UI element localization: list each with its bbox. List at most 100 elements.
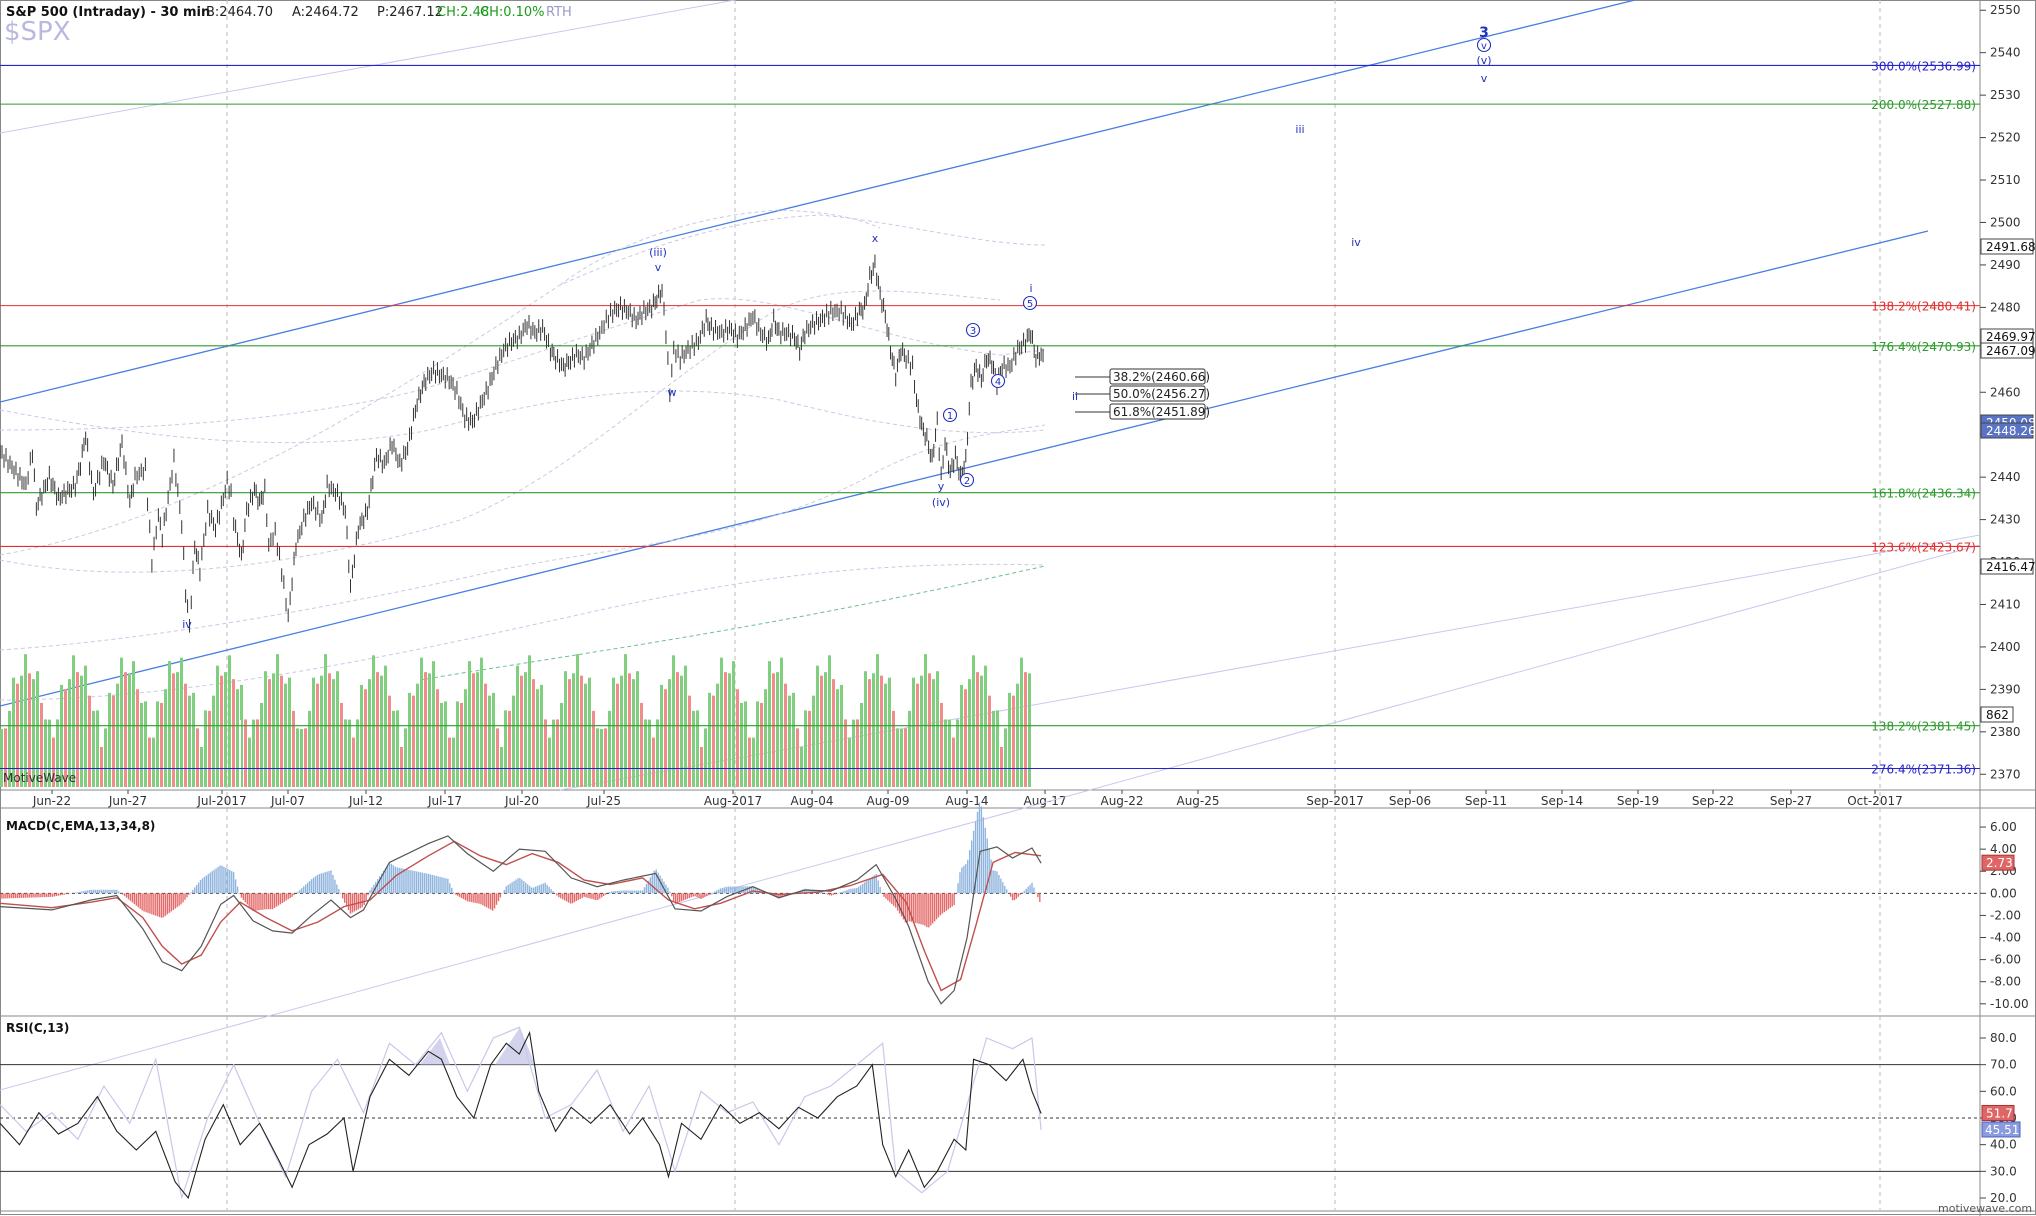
wave-label: v xyxy=(655,261,662,274)
volume-bar xyxy=(240,684,243,787)
price-axis-label: 2390 xyxy=(1990,682,2021,696)
volume-bar xyxy=(276,654,279,787)
retracement-label: 61.8%(2451.89) xyxy=(1113,405,1210,419)
volume-bar xyxy=(752,737,755,787)
volume-bar xyxy=(884,683,887,787)
volume-bar xyxy=(960,684,963,787)
change-pct-value: CH:0.10% xyxy=(480,5,545,20)
volume-bar xyxy=(720,657,723,787)
price-tag-label: 2491.68 xyxy=(1986,240,2036,254)
volume-bar xyxy=(180,657,183,787)
wave-label: w xyxy=(668,386,677,399)
volume-bar xyxy=(592,710,595,787)
price-axis-label: 2480 xyxy=(1990,300,2021,314)
volume-bar xyxy=(160,702,163,787)
moving-average-curve xyxy=(0,424,1046,651)
volume-bar xyxy=(332,679,335,787)
wave-label: 5 xyxy=(1027,299,1033,310)
rsi-title: RSI(C,13) xyxy=(6,1021,69,1035)
volume-bar xyxy=(780,657,783,787)
date-axis-label: Jul-17 xyxy=(427,794,462,808)
change-value: CH:2.48 xyxy=(437,5,489,20)
date-axis-label: Jun-27 xyxy=(108,794,147,808)
volume-bar xyxy=(880,675,883,787)
price-axis-label: 2400 xyxy=(1990,640,2021,654)
retracement-label: 38.2%(2460.66) xyxy=(1113,370,1210,384)
retracement-label: 50.0%(2456.27) xyxy=(1113,387,1210,401)
volume-bar xyxy=(336,671,339,787)
macd-signal-line xyxy=(0,840,1042,992)
volume-bar xyxy=(872,673,875,787)
volume-bar xyxy=(236,689,239,787)
volume-bar xyxy=(156,701,159,787)
volume-bar xyxy=(500,747,503,787)
volume-bar xyxy=(888,677,891,787)
price-tag-label: 2467.09 xyxy=(1986,344,2036,358)
volume-bar xyxy=(304,728,307,787)
volume-bar xyxy=(680,675,683,787)
volume-bar xyxy=(672,655,675,787)
volume-bar xyxy=(476,672,479,787)
volume-bar xyxy=(176,672,179,787)
price-tag-box xyxy=(1980,422,2034,439)
volume-bar xyxy=(76,672,79,787)
volume-bar xyxy=(540,684,543,787)
volume-bar xyxy=(328,673,331,787)
volume-bar xyxy=(468,661,471,787)
volume-bar xyxy=(188,695,191,787)
wave-label: i xyxy=(1029,282,1032,295)
volume-bar xyxy=(40,702,43,787)
wave-label: 3 xyxy=(970,326,976,337)
macd-axis-label: -10.00 xyxy=(1990,997,2029,1011)
ask-value: A:2464.72 xyxy=(292,5,359,20)
moving-average-curve-green xyxy=(419,565,1046,681)
volume-bar xyxy=(676,672,679,787)
volume-bar xyxy=(132,661,135,787)
volume-bar xyxy=(88,695,91,787)
volume-bar xyxy=(128,673,131,787)
price-axis-label: 2460 xyxy=(1990,385,2021,399)
volume-bar xyxy=(836,689,839,787)
macd-line xyxy=(0,835,1042,1005)
macd-panel: MACD(C,EMA,13,34,8) 6.004.002.000.00-2.00… xyxy=(0,802,2029,1011)
volume-bar xyxy=(584,683,587,787)
macd-axis-label: -2.00 xyxy=(1990,908,2021,922)
volume-bar xyxy=(124,672,127,787)
volume-bar xyxy=(464,689,467,787)
volume-bar xyxy=(496,728,499,787)
rsi-value-label: 45.51 xyxy=(1985,1123,2019,1137)
volume-tag-box xyxy=(1980,706,2014,723)
rsi-value-label: 51.7 xyxy=(1986,1106,2013,1120)
date-axis-label: Jul-2017 xyxy=(196,794,246,808)
rsi-line xyxy=(0,1030,1042,1200)
volume-bar xyxy=(832,679,835,787)
volume-bar xyxy=(532,679,535,787)
wave-label: ii xyxy=(1072,390,1078,403)
retracement-box xyxy=(1109,368,1206,385)
wave-label: iii xyxy=(1295,123,1304,136)
wave-label: (iv) xyxy=(932,496,950,509)
retracement-box xyxy=(1109,385,1206,402)
volume-bar xyxy=(740,702,743,787)
volume-bar xyxy=(268,679,271,787)
volume-bar xyxy=(788,695,791,787)
volume-bar xyxy=(912,677,915,787)
fib-level-label: 123.6%(2423.67) xyxy=(1871,540,1976,554)
price-axis-label: 2520 xyxy=(1990,131,2021,145)
volume-bar xyxy=(48,719,51,787)
volume-tag-label: 862 xyxy=(1986,708,2009,722)
date-axis-label: Sep-11 xyxy=(1465,794,1507,808)
volume-bar xyxy=(412,695,415,787)
volume-bar xyxy=(152,737,155,787)
price-axis-label: 2510 xyxy=(1990,173,2021,187)
date-axis-label: Aug-2017 xyxy=(704,794,762,808)
volume-bar xyxy=(940,702,943,787)
volume-bar xyxy=(528,655,531,787)
macd-title: MACD(C,EMA,13,34,8) xyxy=(6,819,155,833)
volume-bar xyxy=(644,719,647,787)
fib-level-label: 138.2%(2381.45) xyxy=(1871,720,1976,734)
bid-value: B:2464.70 xyxy=(206,5,273,20)
volume-bar xyxy=(212,695,215,787)
wave-label: v xyxy=(1481,41,1487,52)
volume-bar xyxy=(472,673,475,787)
